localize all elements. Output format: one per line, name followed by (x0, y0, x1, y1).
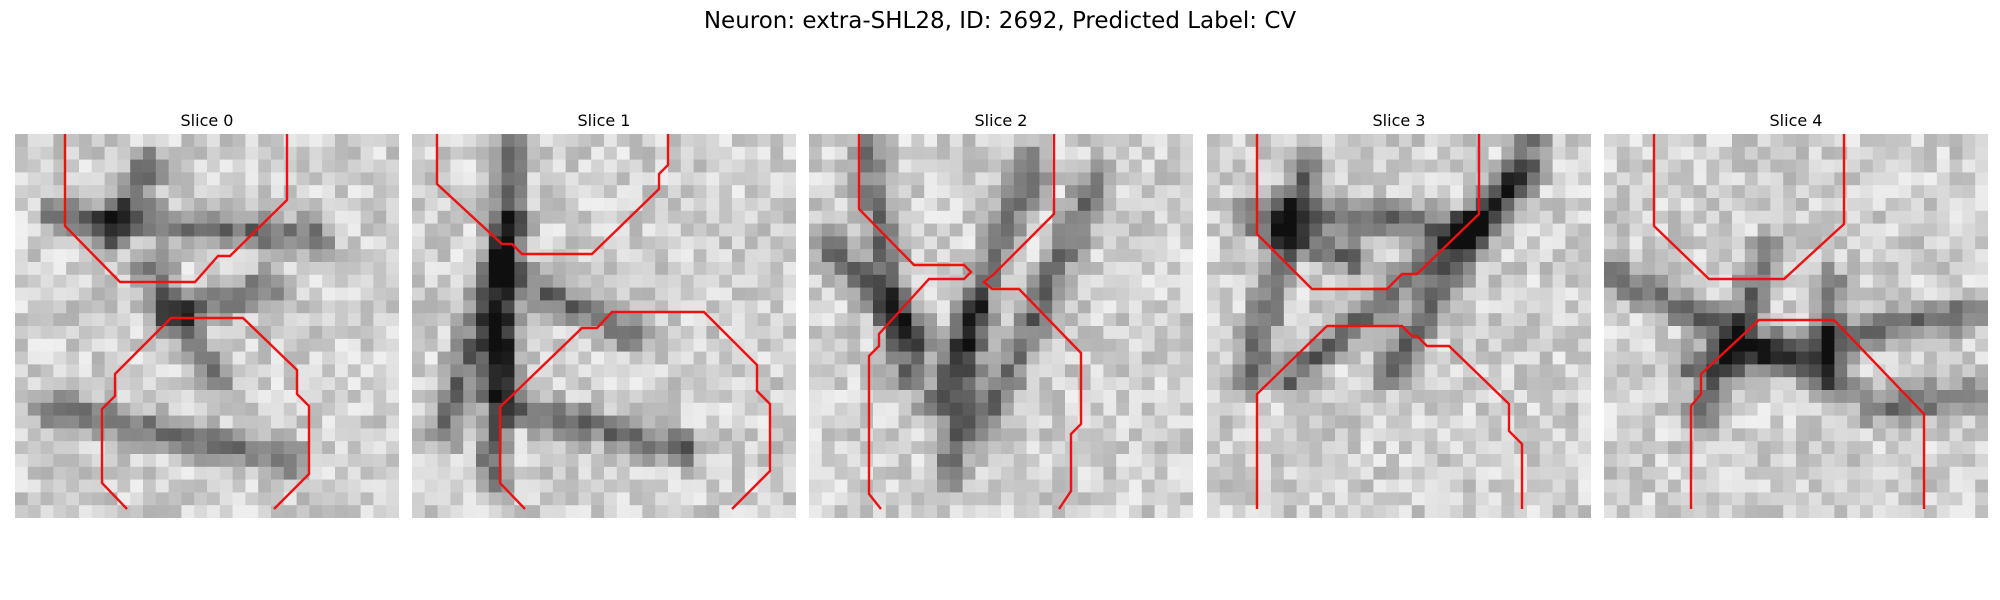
boundary-line-0 (435, 134, 670, 256)
boundary-line-0 (857, 134, 973, 510)
slice-panel-4: Slice 4 (1604, 108, 1988, 518)
grayscale-slice-image (15, 134, 399, 518)
pixel-grid (809, 134, 1193, 518)
slice-title: Slice 4 (1769, 111, 1823, 130)
boundary-line-1 (100, 316, 311, 510)
slice-panel-2: Slice 2 (809, 108, 1193, 518)
slice-title: Slice 2 (974, 111, 1028, 130)
boundary-line-1 (1689, 318, 1926, 509)
boundary-line-0 (1255, 134, 1481, 291)
slice-title: Slice 3 (1372, 111, 1426, 130)
pixel-grid (412, 134, 796, 518)
grayscale-slice-image (809, 134, 1193, 518)
grayscale-slice-image (1604, 134, 1988, 518)
boundary-line-0 (63, 134, 289, 284)
pixel-grid (1604, 134, 1988, 518)
pixel-grid (15, 134, 399, 518)
slice-panel-1: Slice 1 (412, 108, 796, 518)
grayscale-slice-image (1207, 134, 1591, 518)
slice-title: Slice 0 (180, 111, 234, 130)
pixel-grid (1207, 134, 1591, 518)
boundary-line-0 (1652, 134, 1846, 281)
slice-title: Slice 1 (577, 111, 631, 130)
boundary-line-1 (498, 310, 772, 510)
boundary-line-1 (1255, 324, 1524, 509)
slice-panel-3: Slice 3 (1207, 108, 1591, 518)
slice-panel-0: Slice 0 (15, 108, 399, 518)
figure-title: Neuron: extra-SHL28, ID: 2692, Predicted… (703, 8, 1297, 34)
grayscale-slice-image (412, 134, 796, 518)
boundary-line-1 (982, 134, 1083, 510)
